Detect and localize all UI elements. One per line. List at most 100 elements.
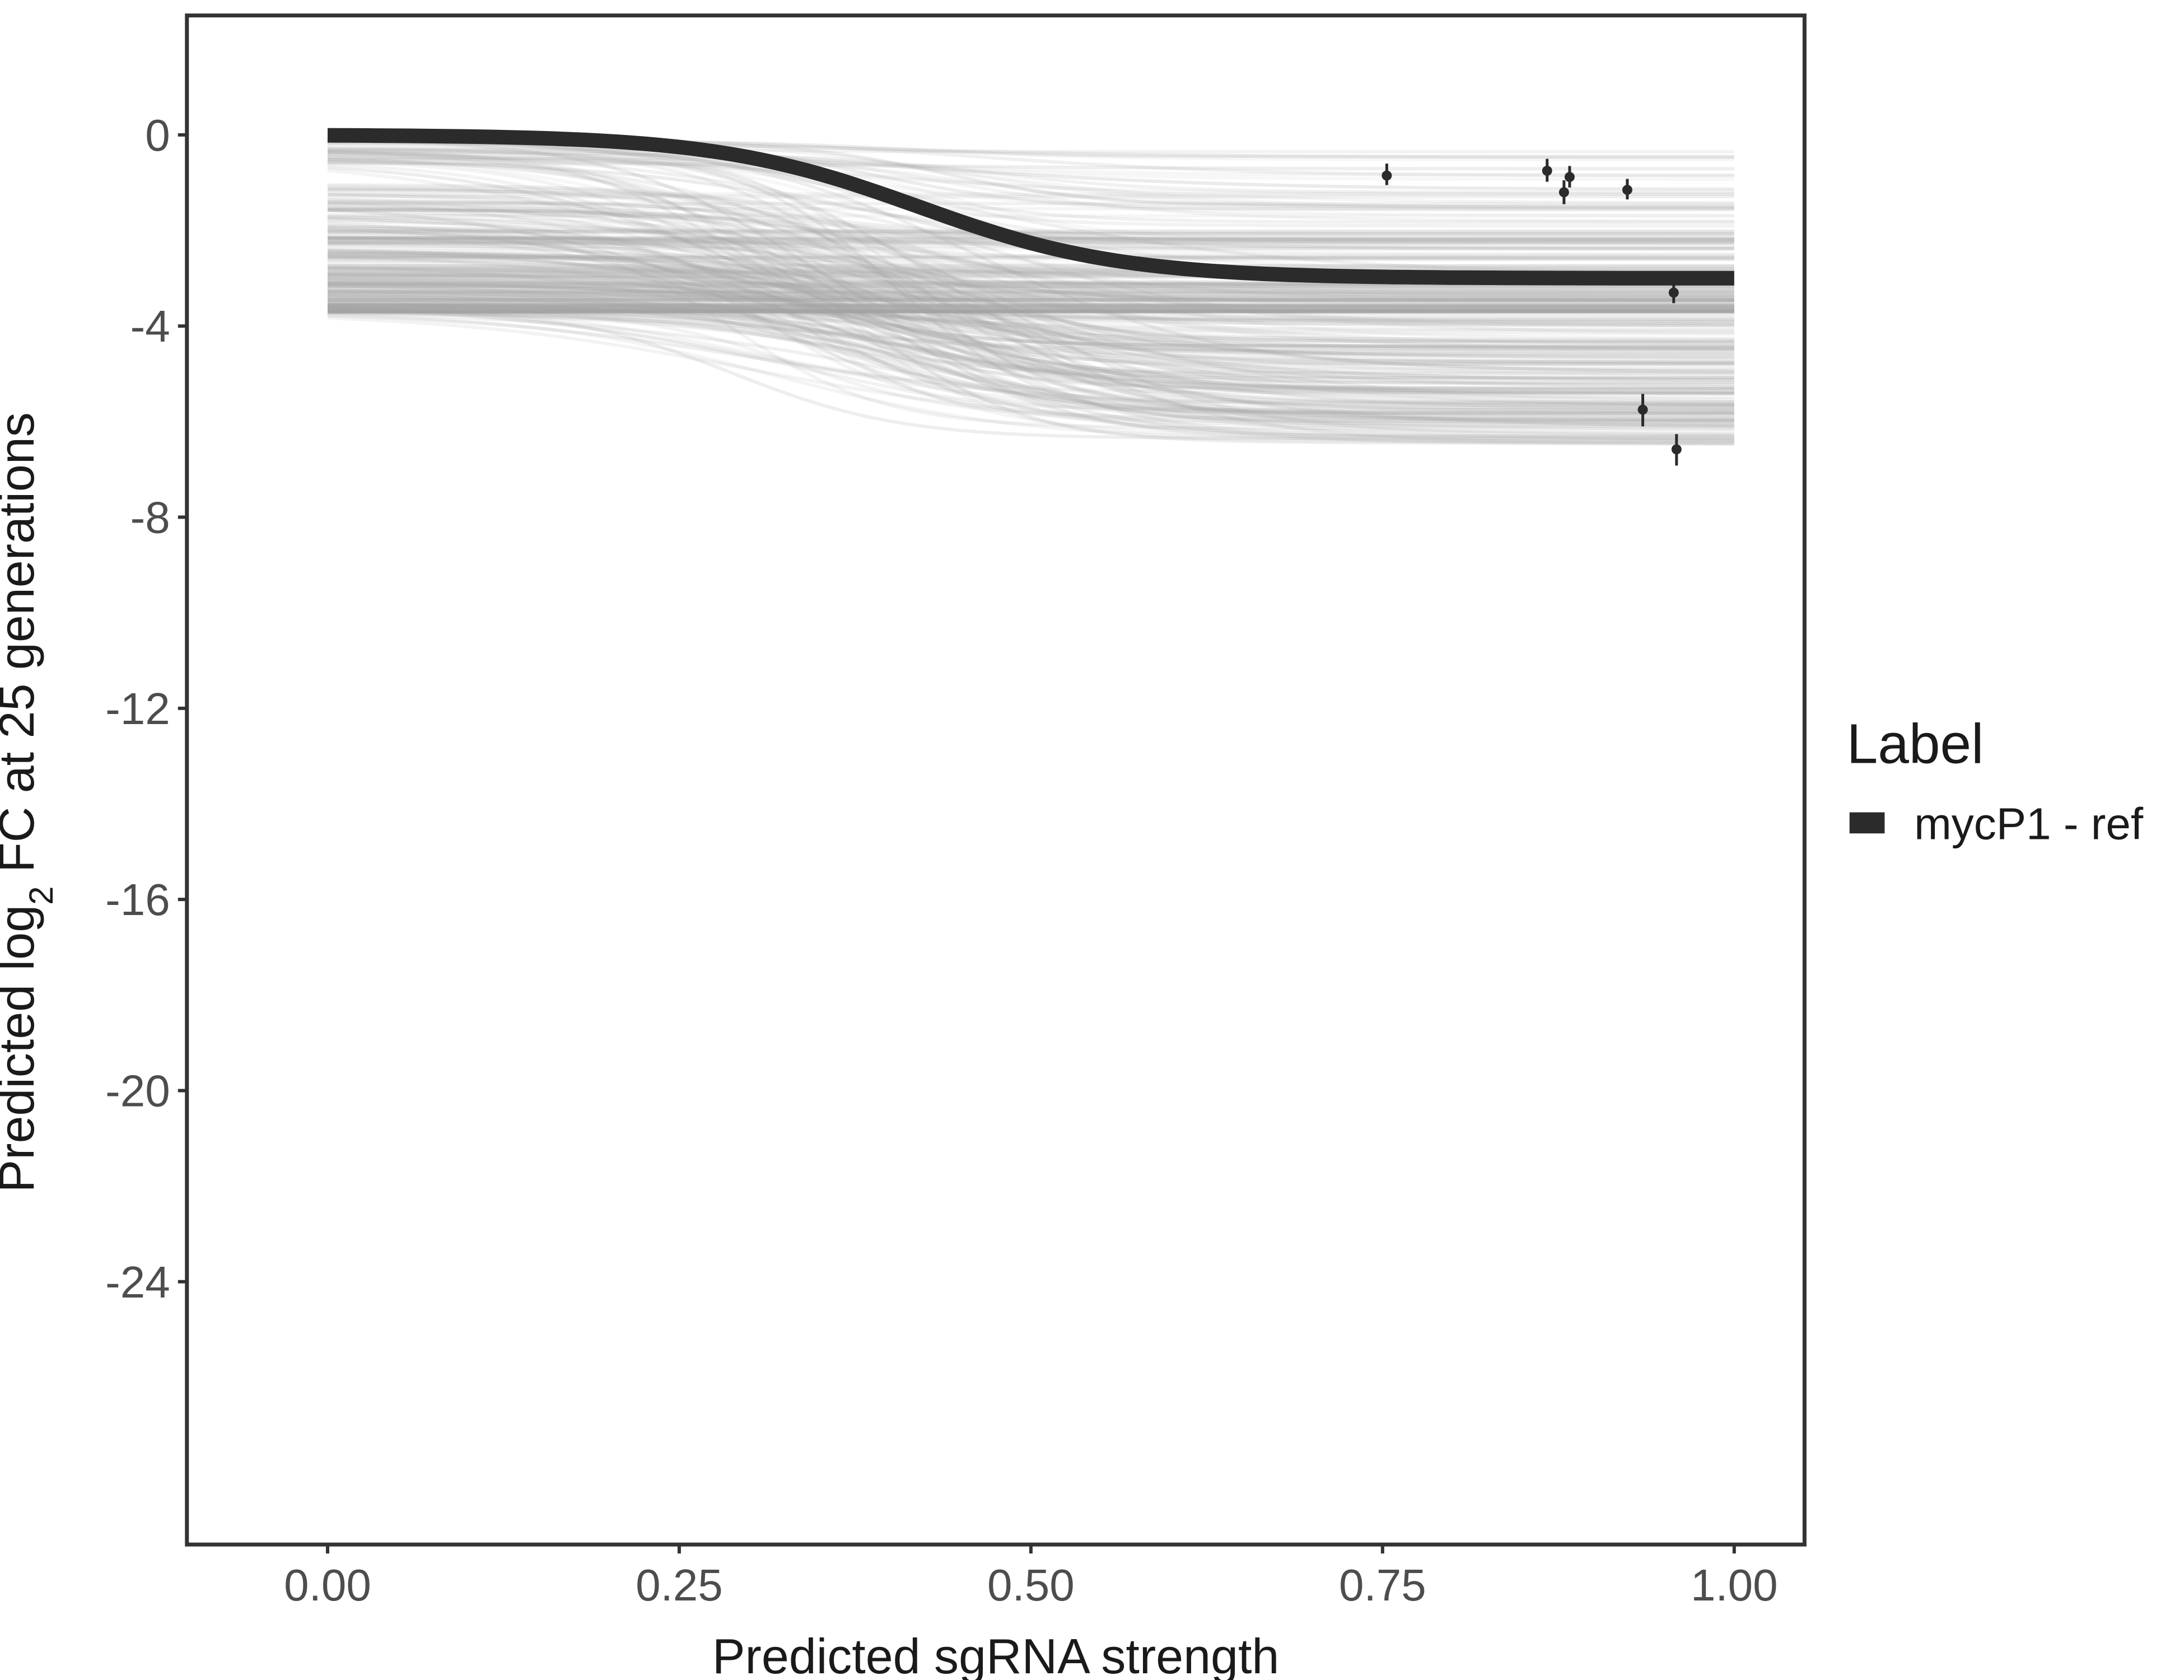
posterior-curve	[327, 300, 1734, 404]
posterior-curve	[328, 274, 1734, 328]
posterior-curve	[327, 138, 1734, 445]
posterior-curve	[327, 311, 1734, 441]
posterior-curve	[328, 262, 1734, 312]
posterior-curve	[327, 310, 1734, 407]
posterior-curve	[328, 265, 1734, 291]
posterior-curve	[328, 290, 1734, 366]
posterior-curve	[328, 300, 1734, 370]
x-tick-label: 0.50	[987, 1560, 1075, 1610]
posterior-curve	[327, 235, 1734, 416]
posterior-curve	[327, 304, 1734, 413]
posterior-curve	[327, 138, 1734, 276]
x-tick-label: 0.75	[1339, 1560, 1426, 1610]
posterior-curves	[327, 136, 1734, 446]
posterior-curve	[327, 303, 1734, 363]
posterior-curve	[327, 198, 1734, 340]
x-tick-label: 0.25	[636, 1560, 723, 1610]
posterior-curve	[327, 217, 1734, 428]
data-point	[1564, 172, 1575, 183]
posterior-curve	[327, 188, 1734, 416]
posterior-curve	[327, 198, 1734, 335]
posterior-curve	[328, 277, 1734, 302]
posterior-curve	[327, 169, 1734, 365]
posterior-curve	[327, 252, 1734, 423]
posterior-curve	[327, 142, 1734, 410]
x-axis-title: Predicted sgRNA strength	[712, 1628, 1280, 1680]
posterior-curve	[327, 184, 1734, 311]
posterior-curve	[327, 147, 1734, 418]
posterior-curve	[327, 150, 1734, 347]
legend-key-swatch	[1849, 812, 1885, 834]
posterior-curve	[327, 158, 1734, 305]
posterior-curve	[327, 292, 1734, 384]
posterior-curve	[327, 221, 1734, 379]
posterior-curve	[327, 216, 1734, 300]
posterior-curve	[328, 230, 1734, 236]
posterior-curve	[327, 248, 1734, 404]
legend-title: Label	[1847, 713, 1984, 776]
posterior-curve	[327, 250, 1734, 381]
posterior-curve	[327, 138, 1734, 380]
posterior-curve	[327, 302, 1734, 405]
posterior-curve	[327, 258, 1734, 343]
legend-entry-label: mycP1 - ref	[1914, 799, 2144, 848]
posterior-curve	[328, 310, 1734, 417]
posterior-curve	[327, 309, 1734, 420]
posterior-curve	[328, 286, 1734, 321]
posterior-curve	[327, 208, 1734, 390]
posterior-curve	[327, 251, 1734, 427]
posterior-curve	[327, 310, 1734, 422]
posterior-curve	[327, 216, 1734, 363]
posterior-curve	[328, 161, 1734, 171]
posterior-curve	[327, 259, 1734, 325]
posterior-curve	[327, 288, 1734, 360]
posterior-curve	[327, 200, 1734, 395]
posterior-curve	[327, 283, 1734, 389]
posterior-curve	[327, 160, 1734, 344]
data-point	[1671, 444, 1682, 455]
posterior-curve	[328, 310, 1734, 399]
posterior-curve	[328, 293, 1734, 304]
data-point	[1542, 165, 1552, 176]
posterior-curve	[327, 153, 1734, 205]
posterior-curve	[327, 202, 1734, 351]
posterior-curve	[327, 281, 1734, 431]
data-point	[1382, 170, 1392, 181]
posterior-curve	[327, 267, 1734, 324]
posterior-curve	[327, 306, 1734, 419]
posterior-curve	[327, 228, 1734, 440]
posterior-curve	[327, 188, 1734, 237]
posterior-curve	[327, 189, 1734, 326]
posterior-curve	[328, 147, 1734, 153]
posterior-curve	[327, 206, 1734, 407]
posterior-curve	[327, 311, 1734, 436]
posterior-curve	[327, 155, 1734, 270]
posterior-curve	[328, 156, 1734, 177]
posterior-curve	[327, 193, 1734, 402]
posterior-curve	[327, 193, 1734, 328]
posterior-curve	[327, 183, 1734, 437]
posterior-curve	[328, 240, 1734, 356]
posterior-curve	[328, 152, 1734, 194]
posterior-curve	[327, 290, 1734, 309]
plot-panel-border	[185, 13, 1807, 1547]
posterior-curve	[327, 148, 1734, 191]
posterior-curve	[327, 282, 1734, 323]
posterior-curve	[327, 231, 1734, 348]
posterior-curve	[327, 309, 1734, 414]
posterior-curve	[327, 306, 1734, 395]
posterior-curve	[328, 305, 1734, 438]
posterior-curve	[327, 136, 1734, 217]
posterior-curve	[327, 310, 1734, 395]
posterior-curve	[327, 309, 1734, 364]
posterior-curve	[327, 166, 1734, 386]
posterior-curve	[327, 224, 1734, 348]
posterior-curve	[327, 253, 1734, 391]
posterior-curve	[327, 311, 1734, 365]
posterior-curve	[328, 236, 1734, 395]
posterior-curve	[327, 156, 1734, 361]
posterior-curve	[327, 138, 1734, 373]
posterior-curve	[327, 277, 1734, 407]
posterior-curve	[327, 146, 1734, 228]
data-points	[1382, 158, 1682, 466]
